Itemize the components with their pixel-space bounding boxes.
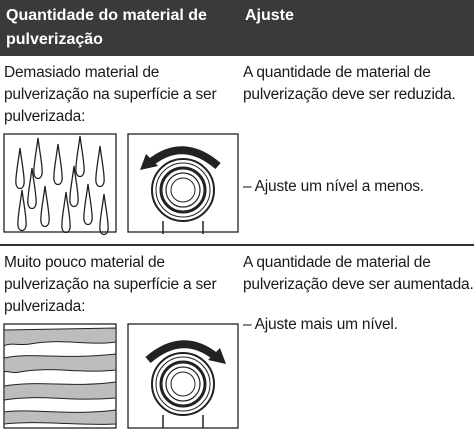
- adjustment-text: A quantidade de material de pulverização…: [243, 254, 474, 293]
- figure-frame: [127, 323, 239, 429]
- figure-frame: [3, 323, 117, 429]
- figure-frame: [127, 133, 239, 233]
- row-figures: [3, 133, 239, 236]
- condition-text: Muito pouco material de pulverização na …: [4, 254, 217, 315]
- action-text: – Ajuste mais um nível.: [243, 316, 398, 333]
- action-text: – Ajuste um nível a menos.: [243, 178, 424, 195]
- row-figures: [3, 323, 239, 429]
- dial-figure: [145, 340, 226, 429]
- header-cell: Ajuste: [245, 7, 294, 24]
- condition-text: Demasiado material de pulverização na su…: [4, 64, 217, 125]
- dial-figure: [140, 146, 221, 236]
- drops-figure: [15, 135, 109, 236]
- streaks-figure: [3, 327, 117, 425]
- header-cell: Quantidade do material de pulverização: [6, 7, 207, 48]
- row-separator: [0, 244, 474, 246]
- adjustment-text: A quantidade de material de pulverização…: [243, 64, 456, 103]
- table-header: Quantidade do material de pulverização A…: [0, 0, 474, 56]
- figure-frame: [3, 133, 117, 233]
